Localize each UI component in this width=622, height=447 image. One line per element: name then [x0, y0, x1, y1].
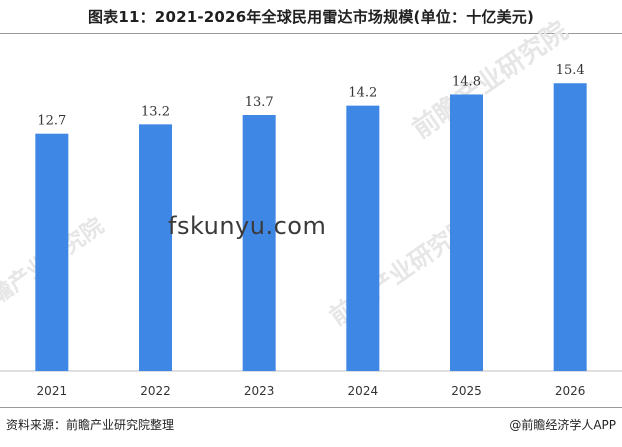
credit-note: @前瞻经济学人APP — [509, 418, 616, 432]
x-tick-label-2024: 2024 — [348, 384, 379, 398]
data-label-2026: 15.4 — [556, 63, 585, 78]
bar-2023 — [242, 115, 276, 372]
footer-divider — [0, 407, 622, 408]
data-label-2023: 13.7 — [245, 95, 274, 110]
x-tick-label-2022: 2022 — [140, 384, 171, 398]
chart-title: 图表11：2021-2026年全球民用雷达市场规模(单位：十亿美元) — [87, 8, 535, 26]
x-tick-label-2025: 2025 — [451, 384, 482, 398]
data-label-2024: 14.2 — [348, 86, 377, 101]
title-divider — [0, 33, 622, 34]
data-label-2021: 12.7 — [37, 114, 66, 129]
data-label-2025: 14.8 — [452, 74, 481, 89]
bar-chart: 12.7 2021 13.2 2022 13.7 2023 14.2 2024 14.8 2025… — [0, 63, 622, 398]
bar-2022 — [139, 124, 172, 371]
bar-2024 — [346, 105, 380, 372]
x-tick-label-2023: 2023 — [244, 384, 275, 398]
site-watermark: fskunyu.com — [168, 212, 327, 240]
x-tick-label-2026: 2026 — [555, 384, 586, 398]
source-note: 资料来源：前瞻产业研究院整理 — [6, 418, 175, 432]
bar-2025 — [450, 94, 483, 372]
bar-2021 — [35, 133, 69, 371]
x-tick-label-2021: 2021 — [37, 384, 68, 398]
bar-2026 — [553, 83, 587, 372]
data-label-2022: 13.2 — [141, 104, 170, 119]
